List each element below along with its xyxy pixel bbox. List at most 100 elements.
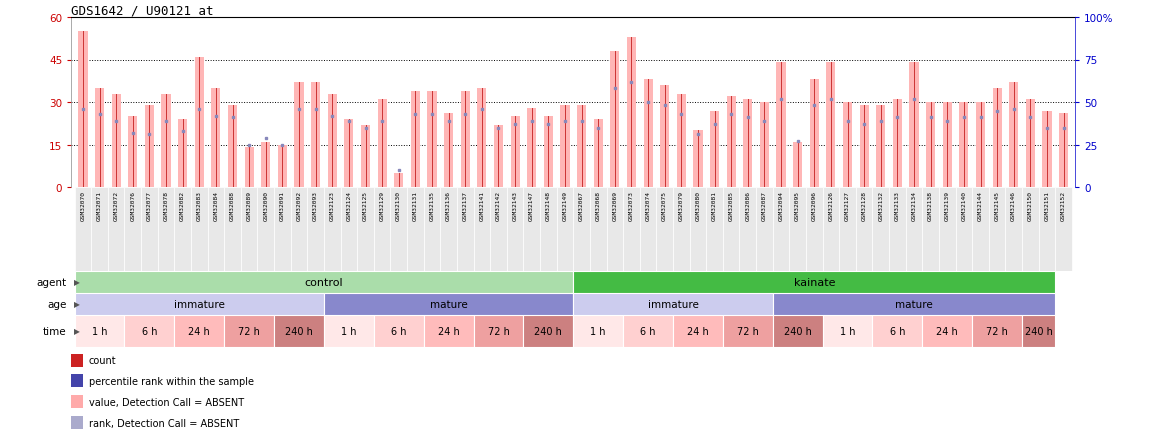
Bar <box>810 80 819 187</box>
Bar <box>827 63 836 187</box>
Text: GSM32083: GSM32083 <box>197 190 201 220</box>
Text: GSM32068: GSM32068 <box>596 190 600 220</box>
Bar <box>208 187 224 271</box>
Bar <box>328 94 337 187</box>
Text: GSM32123: GSM32123 <box>330 190 335 220</box>
Bar <box>108 187 124 271</box>
Text: GSM32132: GSM32132 <box>879 190 883 220</box>
Text: GSM32078: GSM32078 <box>163 190 169 220</box>
Bar <box>394 174 404 187</box>
Bar <box>876 105 886 187</box>
Text: GSM32134: GSM32134 <box>912 190 917 220</box>
Text: GSM32131: GSM32131 <box>413 190 417 220</box>
Text: 72 h: 72 h <box>238 326 260 336</box>
Bar <box>577 105 586 187</box>
Text: GSM32070: GSM32070 <box>81 190 85 220</box>
Bar <box>212 89 221 187</box>
Bar <box>623 187 639 271</box>
Bar <box>194 58 204 187</box>
Bar <box>873 187 889 271</box>
Text: 24 h: 24 h <box>438 326 460 336</box>
Text: GSM32151: GSM32151 <box>1044 190 1050 220</box>
Bar <box>391 187 407 271</box>
Bar <box>956 187 972 271</box>
Bar <box>428 92 437 187</box>
Bar <box>623 315 673 347</box>
Bar <box>910 63 919 187</box>
Bar <box>1038 187 1056 271</box>
Bar <box>358 187 374 271</box>
Bar <box>324 187 340 271</box>
Bar <box>240 187 258 271</box>
Bar <box>657 187 673 271</box>
Bar <box>892 100 902 187</box>
Text: GSM32069: GSM32069 <box>612 190 618 220</box>
Bar <box>191 187 208 271</box>
Text: GSM32075: GSM32075 <box>662 190 667 220</box>
Bar <box>557 187 573 271</box>
Text: GSM32139: GSM32139 <box>945 190 950 220</box>
Text: GSM32084: GSM32084 <box>214 190 218 220</box>
Bar <box>490 187 507 271</box>
Bar <box>278 145 288 187</box>
Bar <box>959 103 968 187</box>
Bar <box>112 94 121 187</box>
Bar <box>1010 83 1018 187</box>
Bar <box>261 142 270 187</box>
Bar <box>1042 111 1051 187</box>
Text: GSM32133: GSM32133 <box>895 190 900 220</box>
Bar <box>606 187 623 271</box>
Bar <box>324 293 573 315</box>
Bar <box>573 315 623 347</box>
Bar <box>773 315 822 347</box>
Text: GSM32148: GSM32148 <box>546 190 551 220</box>
Text: GSM32129: GSM32129 <box>380 190 384 220</box>
Bar <box>560 105 569 187</box>
Text: rank, Detection Call = ABSENT: rank, Detection Call = ABSENT <box>89 418 239 427</box>
Text: GDS1642 / U90121_at: GDS1642 / U90121_at <box>71 4 214 17</box>
Text: GSM32147: GSM32147 <box>529 190 535 220</box>
Bar <box>660 86 669 187</box>
Bar <box>374 187 391 271</box>
Text: 1 h: 1 h <box>590 326 606 336</box>
Text: 240 h: 240 h <box>784 326 812 336</box>
Text: GSM32126: GSM32126 <box>828 190 834 220</box>
Bar <box>793 142 803 187</box>
Text: GSM32090: GSM32090 <box>263 190 268 220</box>
Text: 1 h: 1 h <box>840 326 856 336</box>
Bar <box>444 114 453 187</box>
Text: value, Detection Call = ABSENT: value, Detection Call = ABSENT <box>89 397 244 407</box>
Text: GSM32125: GSM32125 <box>363 190 368 220</box>
Text: GSM32077: GSM32077 <box>147 190 152 220</box>
Text: ▶: ▶ <box>74 300 79 309</box>
Text: GSM32136: GSM32136 <box>446 190 451 220</box>
Bar <box>141 187 158 271</box>
Text: GSM32143: GSM32143 <box>513 190 518 220</box>
Bar <box>124 187 141 271</box>
Text: percentile rank within the sample: percentile rank within the sample <box>89 376 253 386</box>
Text: 240 h: 240 h <box>285 326 313 336</box>
Bar <box>806 187 822 271</box>
Bar <box>972 187 989 271</box>
Bar <box>91 187 108 271</box>
Bar <box>75 187 91 271</box>
Bar <box>461 92 470 187</box>
Bar <box>706 187 723 271</box>
Bar <box>573 293 773 315</box>
Text: ▶: ▶ <box>74 327 79 336</box>
Text: 24 h: 24 h <box>687 326 708 336</box>
Bar <box>739 187 756 271</box>
Bar <box>938 187 956 271</box>
Text: age: age <box>47 299 67 309</box>
Bar <box>507 187 523 271</box>
Text: GSM32088: GSM32088 <box>230 190 235 220</box>
Bar <box>523 187 540 271</box>
Bar <box>527 108 536 187</box>
Bar <box>776 63 785 187</box>
Bar <box>344 120 353 187</box>
Text: GSM32072: GSM32072 <box>114 190 118 220</box>
Bar <box>760 103 769 187</box>
Bar <box>377 100 386 187</box>
Bar <box>989 187 1005 271</box>
Bar <box>411 92 420 187</box>
